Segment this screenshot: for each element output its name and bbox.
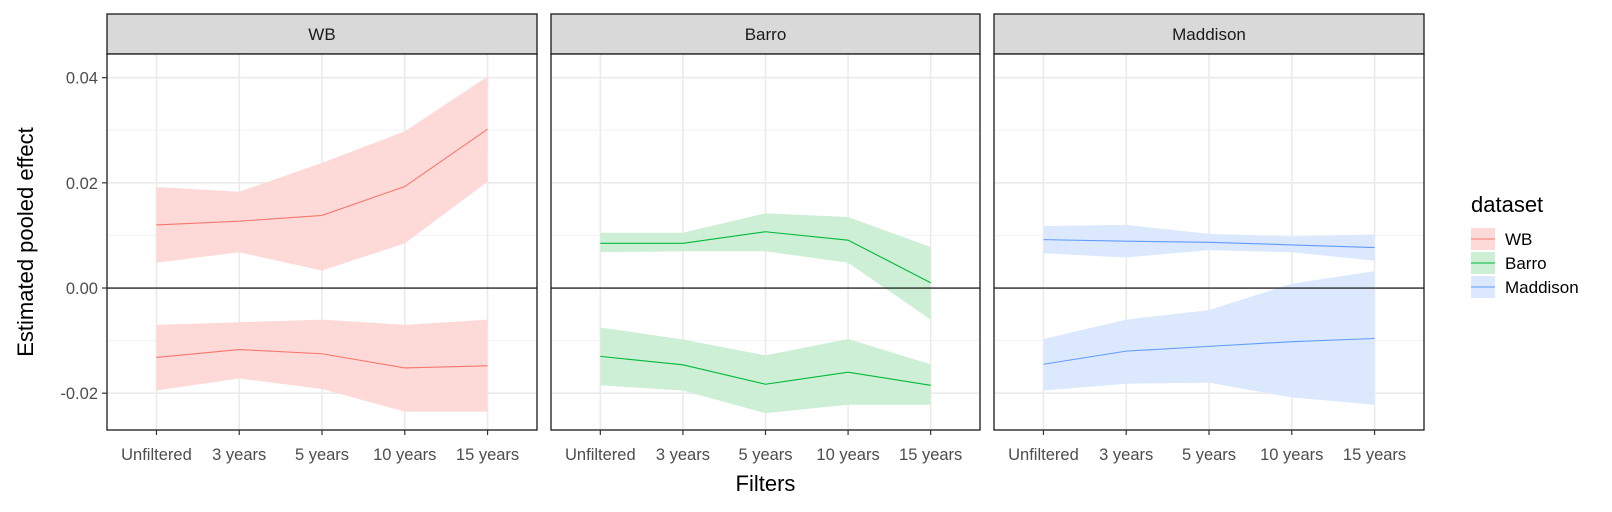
y-tick-label: -0.02 [60,385,98,403]
facet-panel-wb: WB Unfiltered 3 years 5 years 10 years 15 yea… [106,13,538,464]
x-tick-label: 5 years [295,446,349,464]
y-tick-label: 0.04 [66,70,98,88]
x-tick-label: 5 years [1182,446,1236,464]
y-tick-label: 0.00 [66,280,98,298]
facet-strip-label: Barro [745,25,787,44]
x-tick-label: 3 years [656,446,710,464]
confidence-ribbon [1043,271,1375,405]
facet-strip [106,13,538,55]
x-tick-label: 15 years [456,446,519,464]
confidence-ribbon [156,319,488,412]
series-line-maddison [1043,337,1375,365]
x-tick-label: 3 years [212,446,266,464]
x-tick-label: 10 years [816,446,879,464]
facet-strip [550,13,981,55]
x-tick-label: 10 years [373,446,436,464]
confidence-ribbon [156,76,488,271]
x-axis-title: Filters [736,471,796,496]
facet-strip-label: WB [308,25,335,44]
legend-label: Maddison [1505,278,1579,297]
series-line-barro [600,355,931,386]
legend-key-wb [1471,228,1495,250]
x-tick-label: 10 years [1260,446,1323,464]
facet-strip-label: Maddison [1172,25,1246,44]
legend-key-barro [1471,252,1495,274]
y-tick-label: 0.02 [66,175,98,193]
x-tick-label: 3 years [1099,446,1153,464]
legend-label: WB [1505,230,1532,249]
x-tick-label: 15 years [899,446,962,464]
confidence-ribbon [600,327,931,414]
x-tick-label: Unfiltered [1008,446,1079,464]
legend: dataset WB Barro Maddison [1471,192,1579,298]
legend-title: dataset [1471,192,1543,217]
facet-strip [993,13,1425,55]
legend-key-maddison [1471,276,1495,298]
x-tick-label: 15 years [1343,446,1406,464]
x-tick-label: Unfiltered [121,446,192,464]
facet-panel-maddison: Maddison Unfiltered 3 years 5 years 10 years… [993,13,1425,464]
series-line-barro [600,231,931,284]
x-tick-label: 5 years [738,446,792,464]
series-line-wb [156,128,488,226]
facet-panel-barro: Barro Unfiltered 3 years 5 years 10 years 15 … [550,13,981,464]
series-line-wb [156,348,488,369]
legend-label: Barro [1505,254,1547,273]
x-tick-label: Unfiltered [565,446,636,464]
y-axis-title: Estimated pooled effect [13,127,38,357]
series-line-maddison [1043,239,1375,249]
